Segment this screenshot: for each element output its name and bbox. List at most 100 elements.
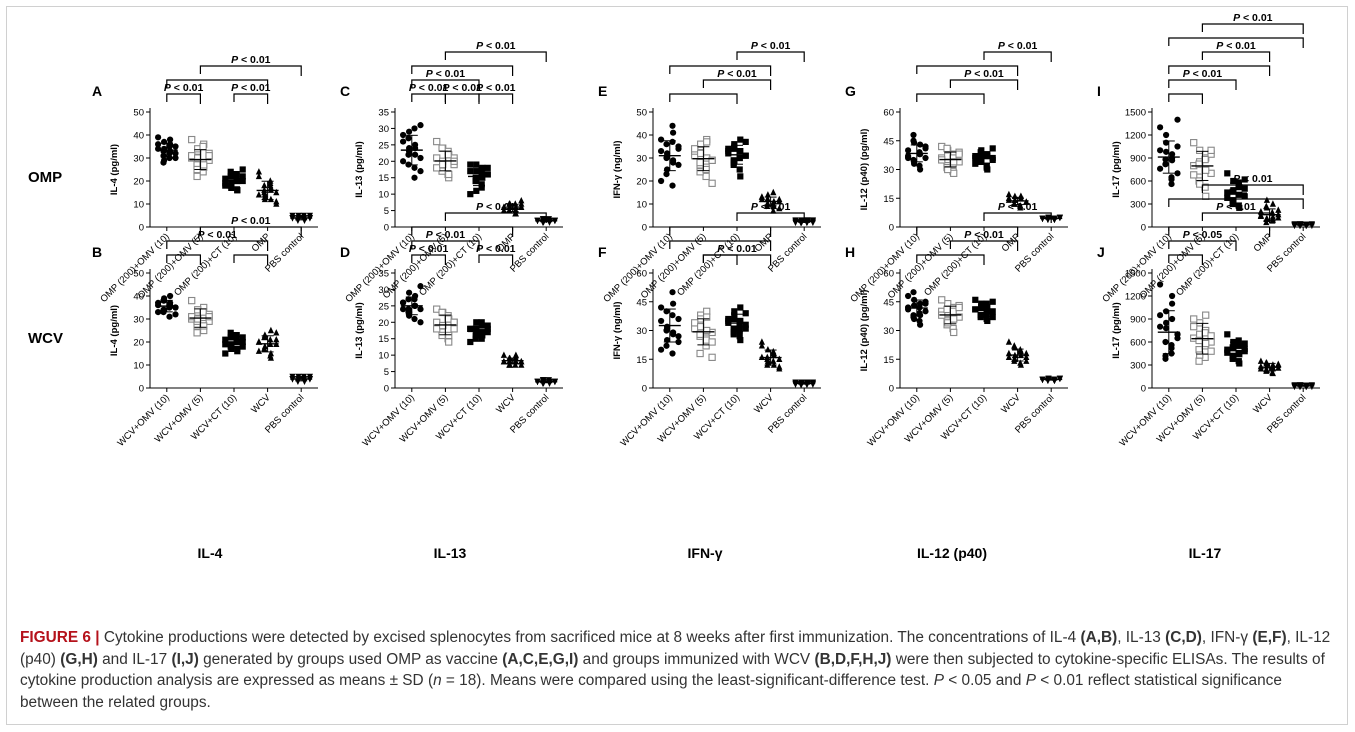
data-point bbox=[691, 319, 699, 327]
data-point bbox=[1017, 192, 1024, 200]
data-point bbox=[737, 304, 744, 311]
data-point bbox=[708, 179, 716, 187]
y-tick-label: 45 bbox=[636, 297, 647, 308]
data-point bbox=[227, 329, 234, 336]
comparison-bracket bbox=[199, 65, 302, 76]
data-point bbox=[255, 338, 262, 345]
data-point bbox=[792, 217, 799, 224]
data-point bbox=[444, 315, 452, 323]
caption-p-symbol-2: P bbox=[1025, 672, 1036, 689]
data-point bbox=[972, 296, 979, 303]
data-point bbox=[484, 171, 491, 178]
data-point bbox=[172, 150, 179, 157]
data-point bbox=[742, 325, 749, 332]
data-point bbox=[1224, 194, 1231, 201]
data-point bbox=[770, 357, 777, 364]
data-point bbox=[663, 308, 670, 315]
data-point bbox=[983, 162, 990, 169]
x-category-label: WCV bbox=[494, 392, 518, 416]
data-point bbox=[1169, 157, 1176, 164]
data-point bbox=[200, 161, 208, 169]
caption-label: FIGURE 6 | bbox=[20, 629, 100, 646]
y-axis-label: IFN-γ (ng/ml) bbox=[612, 140, 623, 198]
data-point bbox=[1190, 315, 1198, 323]
data-point bbox=[161, 138, 168, 145]
y-tick-label: 0 bbox=[139, 384, 144, 395]
caption-text-3: , IFN-γ bbox=[1201, 629, 1249, 646]
data-point bbox=[227, 173, 234, 180]
x-category-label: OMP bbox=[1252, 231, 1275, 254]
data-point bbox=[479, 332, 486, 339]
data-point bbox=[1157, 124, 1164, 131]
comparison-bracket bbox=[166, 254, 201, 265]
data-point bbox=[1229, 344, 1236, 351]
p-value-label: P < 0.01 bbox=[717, 243, 757, 255]
comparison-bracket bbox=[1168, 37, 1304, 48]
data-point bbox=[205, 313, 213, 321]
p-value-label: P < 0.01 bbox=[476, 40, 516, 52]
data-point bbox=[663, 342, 670, 349]
data-point bbox=[696, 349, 704, 358]
data-point bbox=[905, 292, 912, 300]
data-point bbox=[984, 308, 991, 315]
data-point bbox=[1269, 208, 1276, 216]
data-point bbox=[950, 315, 958, 323]
data-point bbox=[500, 351, 507, 358]
y-axis-label: IL-4 (pg/ml) bbox=[109, 305, 120, 356]
data-point bbox=[166, 150, 173, 157]
data-point bbox=[478, 168, 485, 175]
data-point bbox=[472, 335, 479, 342]
data-point bbox=[949, 307, 957, 315]
data-point bbox=[725, 150, 732, 157]
caption-text-8: were then subjected to cytokine-specific… bbox=[20, 650, 1325, 690]
data-point bbox=[669, 182, 676, 189]
data-point bbox=[737, 317, 744, 325]
comparison-bracket bbox=[1201, 51, 1271, 62]
data-point bbox=[417, 168, 424, 175]
data-point bbox=[1162, 156, 1169, 163]
data-point bbox=[1202, 166, 1210, 174]
data-point bbox=[1005, 194, 1012, 201]
p-value-label: P < 0.01 bbox=[1233, 173, 1273, 185]
data-point bbox=[1230, 354, 1237, 361]
data-point bbox=[188, 296, 196, 305]
data-point bbox=[406, 128, 413, 135]
data-point bbox=[758, 193, 765, 200]
p-value-label: P < 0.01 bbox=[231, 54, 271, 66]
data-point bbox=[444, 151, 452, 159]
data-point bbox=[770, 349, 777, 357]
data-point bbox=[1269, 213, 1276, 220]
caption-ref-5: (I,J) bbox=[171, 650, 199, 668]
data-point bbox=[731, 145, 738, 152]
y-tick-label: 50 bbox=[133, 269, 144, 280]
data-point bbox=[905, 306, 912, 313]
data-point bbox=[943, 144, 951, 153]
data-point bbox=[273, 329, 280, 336]
data-point bbox=[222, 350, 229, 357]
data-point bbox=[445, 331, 453, 340]
data-point bbox=[172, 143, 179, 150]
data-point bbox=[193, 172, 201, 181]
data-point bbox=[412, 141, 419, 148]
data-point bbox=[1275, 361, 1282, 368]
data-point bbox=[484, 164, 491, 171]
data-point bbox=[708, 353, 716, 361]
caption-text-2: , IL-13 bbox=[1117, 629, 1161, 646]
data-point bbox=[922, 154, 929, 162]
comparison-bracket bbox=[411, 254, 446, 265]
data-point bbox=[472, 332, 479, 339]
x-category-label: WCV bbox=[249, 392, 273, 416]
y-tick-label: 15 bbox=[636, 355, 647, 366]
p-value-label: P < 0.01 bbox=[1216, 40, 1256, 52]
data-point bbox=[984, 166, 991, 173]
data-point bbox=[944, 319, 952, 327]
data-point bbox=[972, 306, 979, 313]
data-point bbox=[1230, 177, 1237, 185]
y-tick-label: 25 bbox=[378, 140, 389, 151]
y-axis-label: IL-17 (pg/ml) bbox=[1111, 302, 1122, 358]
p-value-label: P < 0.01 bbox=[409, 82, 449, 94]
data-point bbox=[160, 152, 167, 159]
data-point bbox=[467, 325, 474, 332]
panel-letter: A bbox=[92, 83, 102, 99]
data-point bbox=[1174, 170, 1181, 177]
